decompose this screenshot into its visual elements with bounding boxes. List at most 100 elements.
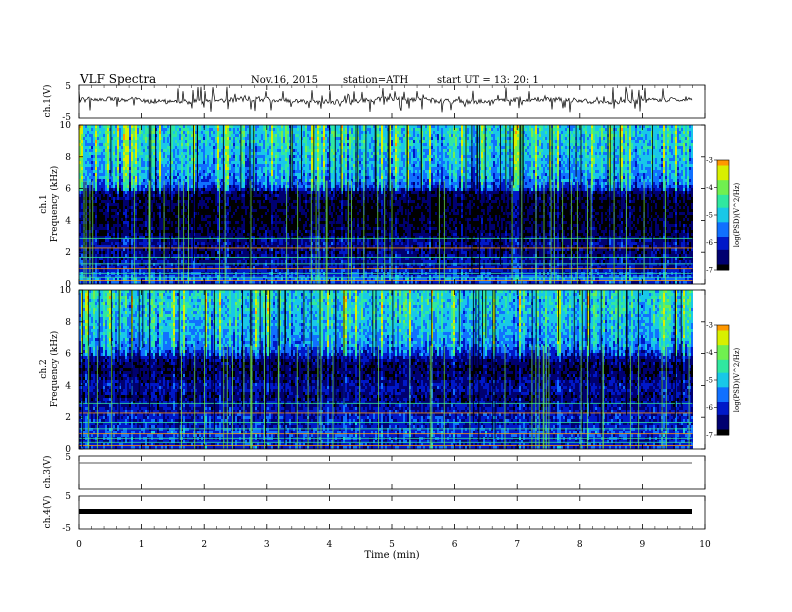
colorbar-swatch [717,178,729,181]
colorbar-swatch [717,260,729,264]
colorbar-tick: -4 [706,349,713,357]
colorbar-swatch [717,380,729,383]
colorbar-swatch [717,348,729,352]
colorbar-swatch [717,238,729,242]
colorbar-swatch [717,336,729,339]
colorbar-swatch [717,394,729,397]
colorbar-tick: -4 [706,184,713,192]
colorbar-swatch [717,361,729,364]
colorbar-swatch [717,398,729,401]
colorbar-tick: -3 [706,157,713,165]
colorbar-swatch [717,405,729,408]
spectrogram-ytick: 8 [65,318,71,328]
colorbar-swatch [717,264,729,267]
colorbar-swatch [717,370,729,374]
colorbar-swatch [717,240,729,243]
colorbar-swatch [717,365,729,368]
colorbar-swatch [717,326,729,330]
ch4-waveform-ylabel: ch.4(V) [42,496,53,529]
colorbar-swatch [717,215,729,218]
colorbar-swatch [717,376,729,379]
colorbar-swatch [717,211,729,214]
colorbar-swatch [717,416,729,419]
colorbar-swatch [717,389,729,392]
colorbar-swatch [717,200,729,203]
colorbar-swatch [717,427,729,430]
colorbar-swatch [717,429,729,432]
colorbar-swatch [717,249,729,253]
colorbar-tick: -7 [706,432,713,440]
colorbar-swatch [717,422,729,425]
colorbar-swatch [717,196,729,199]
colorbar-swatch [717,198,729,201]
start-time-label: start UT = 13: 20: 1 [437,75,539,86]
ch1-spectrogram-ylabel-frequency: Frequency (kHz) [49,166,60,243]
colorbar-label: log(PSD)(V^2/Hz) [733,347,741,412]
colorbar-swatch [717,341,729,344]
colorbar-swatch [717,409,729,412]
colorbar-swatch [717,172,729,176]
colorbar-swatch [717,328,729,331]
colorbar-swatch [717,433,729,436]
figure-title: VLF Spectra [79,72,156,86]
colorbar-swatch [717,414,729,418]
colorbar-swatch [717,169,729,172]
colorbar-swatch [717,189,729,192]
ch4-waveform-trace [79,509,692,514]
colorbar-tick: -6 [706,404,713,412]
colorbar-swatch [717,420,729,423]
ch1-ytick-neg5: -5 [62,113,71,123]
colorbar-swatch [717,253,729,256]
colorbar-swatch [717,407,729,410]
colorbar-swatch [717,226,729,229]
ch1-waveform-ylabel: ch.1(V) [42,85,53,118]
time-axis-tick: 0 [76,540,82,550]
colorbar-swatch [717,350,729,353]
ch2-spectrogram-ylabel-channel: ch.2 [39,359,49,378]
colorbar-swatch [717,330,729,333]
colorbar-swatch [717,204,729,207]
spectrogram-ytick: 10 [60,121,72,131]
colorbar-swatch [717,191,729,194]
spectrogram-ytick: 8 [65,153,71,163]
colorbar-swatch [717,244,729,247]
colorbar-swatch [717,202,729,205]
colorbar-swatch [717,218,729,221]
station-label: station=ATH [343,75,409,86]
colorbar-swatch [717,402,729,405]
ch4-ytick-5: 5 [65,492,71,502]
colorbar-swatch [717,413,729,416]
colorbar-swatch [717,334,729,337]
colorbar-swatch [717,425,729,429]
ch2-colorbar: -3 -4 -5 -6 -7 log(PSD)(V^2/Hz) [706,322,741,440]
colorbar-swatch [717,343,729,346]
colorbar-swatch [717,160,729,163]
colorbar-swatch [717,163,729,166]
colorbar-swatch [717,193,729,196]
time-axis-tick: 5 [389,540,395,550]
colorbar-swatch [717,400,729,403]
colorbar-swatch [717,332,729,335]
colorbar-tick: -3 [706,322,713,330]
colorbar-swatch [717,171,729,174]
ch1-spectrogram-ylabel-channel: ch.1 [39,194,49,213]
colorbar-swatch [717,216,729,220]
time-axis-label: Time (min) [364,550,419,561]
colorbar-swatch [717,257,729,260]
time-axis: 0 1 2 3 4 5 6 7 8 9 10 [76,85,711,550]
colorbar-swatch [717,246,729,249]
colorbar-swatch [717,187,729,190]
colorbar-swatch [717,220,729,223]
colorbar-swatch [717,248,729,251]
colorbar-swatch [717,392,729,396]
colorbar-swatch [717,251,729,254]
colorbar-swatch [717,378,729,381]
colorbar-swatch [717,237,729,240]
time-axis-tick: 9 [640,540,646,550]
colorbar-tick: -6 [706,239,713,247]
colorbar-swatch [717,165,729,168]
colorbar-swatch [717,183,729,187]
ch1-waveform-trace [78,86,693,113]
colorbar-swatch [717,367,729,370]
colorbar-swatch [717,222,729,225]
